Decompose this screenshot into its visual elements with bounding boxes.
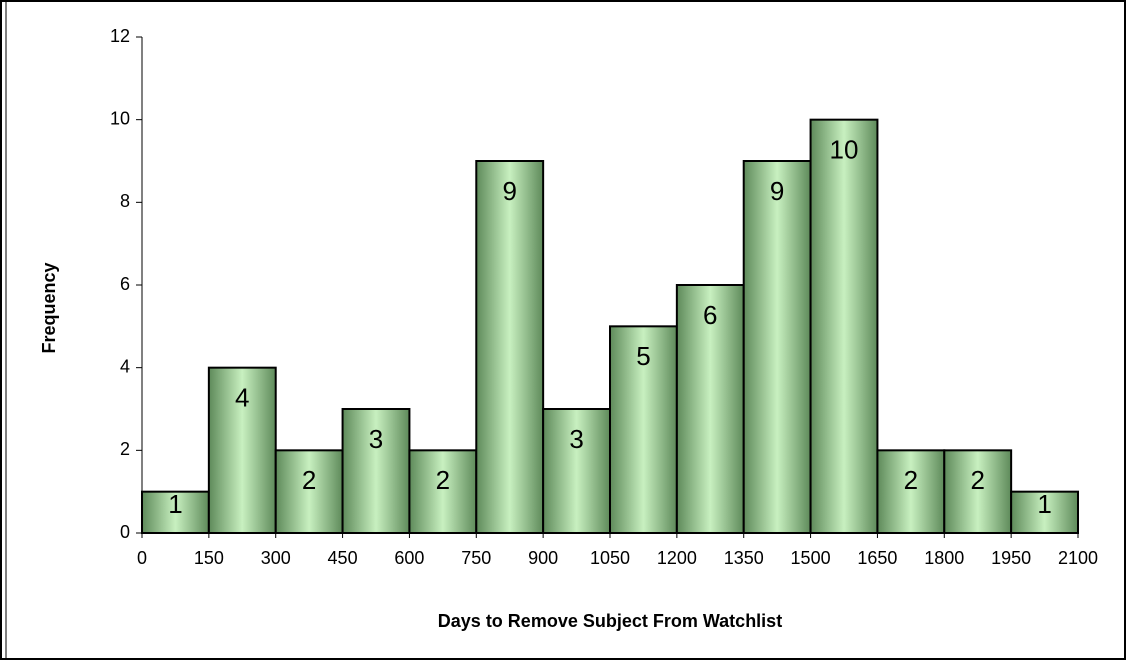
x-tick-label: 1650: [857, 548, 897, 568]
bar: [809, 118, 879, 535]
y-tick-label: 4: [120, 356, 130, 376]
x-tick-label: 300: [261, 548, 291, 568]
x-tick-label: 1500: [791, 548, 831, 568]
bar: [1010, 490, 1080, 534]
data-label: 2: [970, 465, 984, 495]
data-label: 1: [168, 489, 182, 519]
y-tick-label: 10: [110, 108, 130, 128]
x-tick-label: 1200: [657, 548, 697, 568]
bar: [675, 284, 745, 534]
x-tick-label: 1800: [924, 548, 964, 568]
y-tick-label: 12: [110, 26, 130, 46]
data-label: 2: [302, 465, 316, 495]
data-label: 1: [1037, 489, 1051, 519]
data-label: 3: [369, 424, 383, 454]
y-tick-label: 6: [120, 274, 130, 294]
bar: [207, 366, 277, 534]
x-tick-label: 2100: [1058, 548, 1098, 568]
x-tick-label: 1950: [991, 548, 1031, 568]
x-axis-title: Days to Remove Subject From Watchlist: [438, 611, 782, 631]
data-label: 2: [436, 465, 450, 495]
data-label: 4: [235, 383, 249, 413]
x-tick-label: 450: [328, 548, 358, 568]
x-tick-label: 150: [194, 548, 224, 568]
data-label: 9: [502, 176, 516, 206]
data-label: 6: [703, 300, 717, 330]
data-label: 2: [904, 465, 918, 495]
y-axis-title: Frequency: [39, 262, 59, 353]
y-tick-label: 0: [120, 522, 130, 542]
data-label: 5: [636, 341, 650, 371]
data-label: 9: [770, 176, 784, 206]
data-label: 3: [569, 424, 583, 454]
x-tick-label: 750: [461, 548, 491, 568]
x-tick-label: 1050: [590, 548, 630, 568]
x-tick-label: 900: [528, 548, 558, 568]
bar: [742, 160, 812, 534]
x-tick-label: 1350: [724, 548, 764, 568]
x-tick-label: 600: [394, 548, 424, 568]
y-tick-label: 2: [120, 439, 130, 459]
bar: [475, 160, 545, 534]
data-label: 10: [830, 135, 859, 165]
bar: [609, 325, 678, 535]
bar: [876, 449, 946, 535]
y-tick-label: 8: [120, 191, 130, 211]
bar: [943, 449, 1013, 535]
x-tick-label: 0: [137, 548, 147, 568]
bar: [141, 490, 210, 534]
